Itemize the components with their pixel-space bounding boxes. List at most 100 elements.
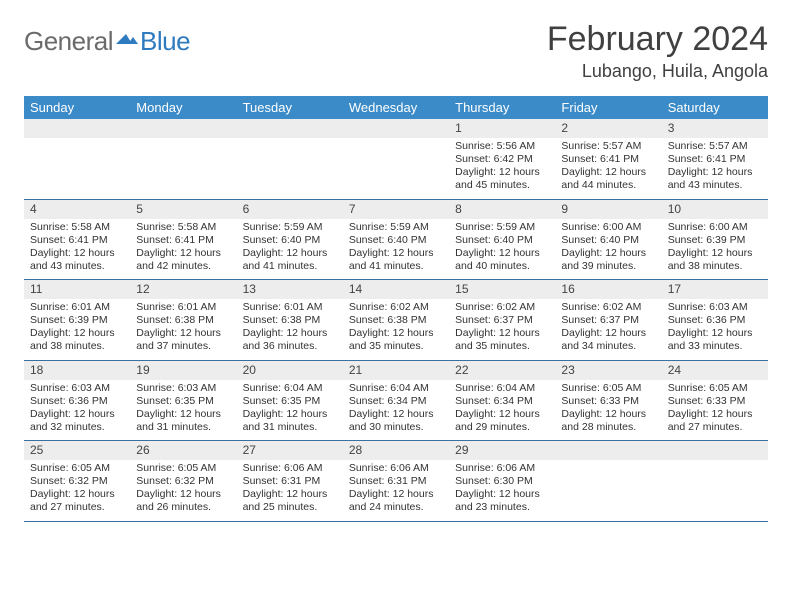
calendar-cell: 4Sunrise: 5:58 AMSunset: 6:41 PMDaylight…	[24, 200, 130, 280]
date-number: 1	[449, 119, 555, 138]
daylight2-text: and 43 minutes.	[30, 260, 124, 273]
calendar-cell: 1Sunrise: 5:56 AMSunset: 6:42 PMDaylight…	[449, 119, 555, 199]
date-number: 6	[237, 200, 343, 219]
calendar-cell: 16Sunrise: 6:02 AMSunset: 6:37 PMDayligh…	[555, 280, 661, 360]
daylight1-text: Daylight: 12 hours	[30, 327, 124, 340]
daylight1-text: Daylight: 12 hours	[243, 247, 337, 260]
date-number: 24	[662, 361, 768, 380]
week-row: 25Sunrise: 6:05 AMSunset: 6:32 PMDayligh…	[24, 441, 768, 522]
sunrise-text: Sunrise: 6:02 AM	[349, 301, 443, 314]
calendar-cell: 5Sunrise: 5:58 AMSunset: 6:41 PMDaylight…	[130, 200, 236, 280]
day-header-row: Sunday Monday Tuesday Wednesday Thursday…	[24, 96, 768, 119]
sunrise-text: Sunrise: 5:57 AM	[668, 140, 762, 153]
date-number	[24, 119, 130, 138]
daylight1-text: Daylight: 12 hours	[30, 408, 124, 421]
logo-flag-icon	[116, 30, 138, 53]
sunrise-text: Sunrise: 6:03 AM	[136, 382, 230, 395]
date-number: 13	[237, 280, 343, 299]
calendar-cell: 14Sunrise: 6:02 AMSunset: 6:38 PMDayligh…	[343, 280, 449, 360]
date-number: 23	[555, 361, 661, 380]
sunrise-text: Sunrise: 5:58 AM	[30, 221, 124, 234]
date-number: 5	[130, 200, 236, 219]
calendar: Sunday Monday Tuesday Wednesday Thursday…	[24, 96, 768, 522]
daylight1-text: Daylight: 12 hours	[136, 247, 230, 260]
title-block: February 2024 Lubango, Huila, Angola	[547, 20, 768, 82]
cell-body: Sunrise: 6:00 AMSunset: 6:40 PMDaylight:…	[555, 219, 661, 280]
date-number	[343, 119, 449, 138]
calendar-cell: 20Sunrise: 6:04 AMSunset: 6:35 PMDayligh…	[237, 361, 343, 441]
sunrise-text: Sunrise: 6:01 AM	[136, 301, 230, 314]
day-header: Friday	[555, 96, 661, 119]
sunset-text: Sunset: 6:39 PM	[30, 314, 124, 327]
cell-body: Sunrise: 6:04 AMSunset: 6:35 PMDaylight:…	[237, 380, 343, 441]
calendar-cell: 18Sunrise: 6:03 AMSunset: 6:36 PMDayligh…	[24, 361, 130, 441]
sunrise-text: Sunrise: 6:05 AM	[561, 382, 655, 395]
daylight2-text: and 33 minutes.	[668, 340, 762, 353]
date-number: 8	[449, 200, 555, 219]
sunrise-text: Sunrise: 6:05 AM	[136, 462, 230, 475]
daylight2-text: and 25 minutes.	[243, 501, 337, 514]
daylight1-text: Daylight: 12 hours	[561, 327, 655, 340]
calendar-cell: 8Sunrise: 5:59 AMSunset: 6:40 PMDaylight…	[449, 200, 555, 280]
daylight2-text: and 28 minutes.	[561, 421, 655, 434]
cell-body: Sunrise: 6:03 AMSunset: 6:36 PMDaylight:…	[662, 299, 768, 360]
date-number: 29	[449, 441, 555, 460]
cell-body: Sunrise: 6:03 AMSunset: 6:35 PMDaylight:…	[130, 380, 236, 441]
daylight1-text: Daylight: 12 hours	[136, 408, 230, 421]
date-number: 18	[24, 361, 130, 380]
sunrise-text: Sunrise: 5:59 AM	[349, 221, 443, 234]
calendar-cell: 2Sunrise: 5:57 AMSunset: 6:41 PMDaylight…	[555, 119, 661, 199]
sunset-text: Sunset: 6:41 PM	[561, 153, 655, 166]
sunset-text: Sunset: 6:39 PM	[668, 234, 762, 247]
calendar-cell: 21Sunrise: 6:04 AMSunset: 6:34 PMDayligh…	[343, 361, 449, 441]
calendar-cell	[24, 119, 130, 199]
sunrise-text: Sunrise: 6:01 AM	[243, 301, 337, 314]
daylight2-text: and 34 minutes.	[561, 340, 655, 353]
sunrise-text: Sunrise: 5:59 AM	[455, 221, 549, 234]
daylight1-text: Daylight: 12 hours	[349, 327, 443, 340]
calendar-cell: 29Sunrise: 6:06 AMSunset: 6:30 PMDayligh…	[449, 441, 555, 521]
sunrise-text: Sunrise: 5:59 AM	[243, 221, 337, 234]
sunrise-text: Sunrise: 6:04 AM	[349, 382, 443, 395]
daylight2-text: and 38 minutes.	[668, 260, 762, 273]
daylight1-text: Daylight: 12 hours	[668, 408, 762, 421]
sunset-text: Sunset: 6:38 PM	[136, 314, 230, 327]
calendar-cell: 23Sunrise: 6:05 AMSunset: 6:33 PMDayligh…	[555, 361, 661, 441]
sunrise-text: Sunrise: 6:04 AM	[455, 382, 549, 395]
cell-body: Sunrise: 6:06 AMSunset: 6:31 PMDaylight:…	[237, 460, 343, 521]
daylight1-text: Daylight: 12 hours	[455, 488, 549, 501]
calendar-cell: 11Sunrise: 6:01 AMSunset: 6:39 PMDayligh…	[24, 280, 130, 360]
date-number: 15	[449, 280, 555, 299]
sunrise-text: Sunrise: 6:05 AM	[30, 462, 124, 475]
daylight2-text: and 41 minutes.	[243, 260, 337, 273]
daylight2-text: and 31 minutes.	[136, 421, 230, 434]
date-number	[662, 441, 768, 460]
sunset-text: Sunset: 6:36 PM	[668, 314, 762, 327]
sunset-text: Sunset: 6:30 PM	[455, 475, 549, 488]
cell-body: Sunrise: 5:56 AMSunset: 6:42 PMDaylight:…	[449, 138, 555, 199]
sunrise-text: Sunrise: 6:06 AM	[349, 462, 443, 475]
cell-body: Sunrise: 5:58 AMSunset: 6:41 PMDaylight:…	[24, 219, 130, 280]
daylight1-text: Daylight: 12 hours	[349, 488, 443, 501]
daylight2-text: and 27 minutes.	[668, 421, 762, 434]
sunrise-text: Sunrise: 6:00 AM	[561, 221, 655, 234]
week-row: 1Sunrise: 5:56 AMSunset: 6:42 PMDaylight…	[24, 119, 768, 200]
day-header: Tuesday	[237, 96, 343, 119]
page-subtitle: Lubango, Huila, Angola	[547, 61, 768, 82]
day-header: Thursday	[449, 96, 555, 119]
sunset-text: Sunset: 6:36 PM	[30, 395, 124, 408]
daylight1-text: Daylight: 12 hours	[243, 408, 337, 421]
sunset-text: Sunset: 6:40 PM	[349, 234, 443, 247]
calendar-cell: 24Sunrise: 6:05 AMSunset: 6:33 PMDayligh…	[662, 361, 768, 441]
calendar-cell	[130, 119, 236, 199]
date-number: 20	[237, 361, 343, 380]
date-number: 12	[130, 280, 236, 299]
day-header: Wednesday	[343, 96, 449, 119]
sunset-text: Sunset: 6:35 PM	[243, 395, 337, 408]
cell-body: Sunrise: 6:01 AMSunset: 6:39 PMDaylight:…	[24, 299, 130, 360]
date-number: 21	[343, 361, 449, 380]
cell-body: Sunrise: 6:02 AMSunset: 6:37 PMDaylight:…	[449, 299, 555, 360]
date-number: 27	[237, 441, 343, 460]
daylight1-text: Daylight: 12 hours	[668, 247, 762, 260]
cell-body: Sunrise: 6:05 AMSunset: 6:33 PMDaylight:…	[555, 380, 661, 441]
